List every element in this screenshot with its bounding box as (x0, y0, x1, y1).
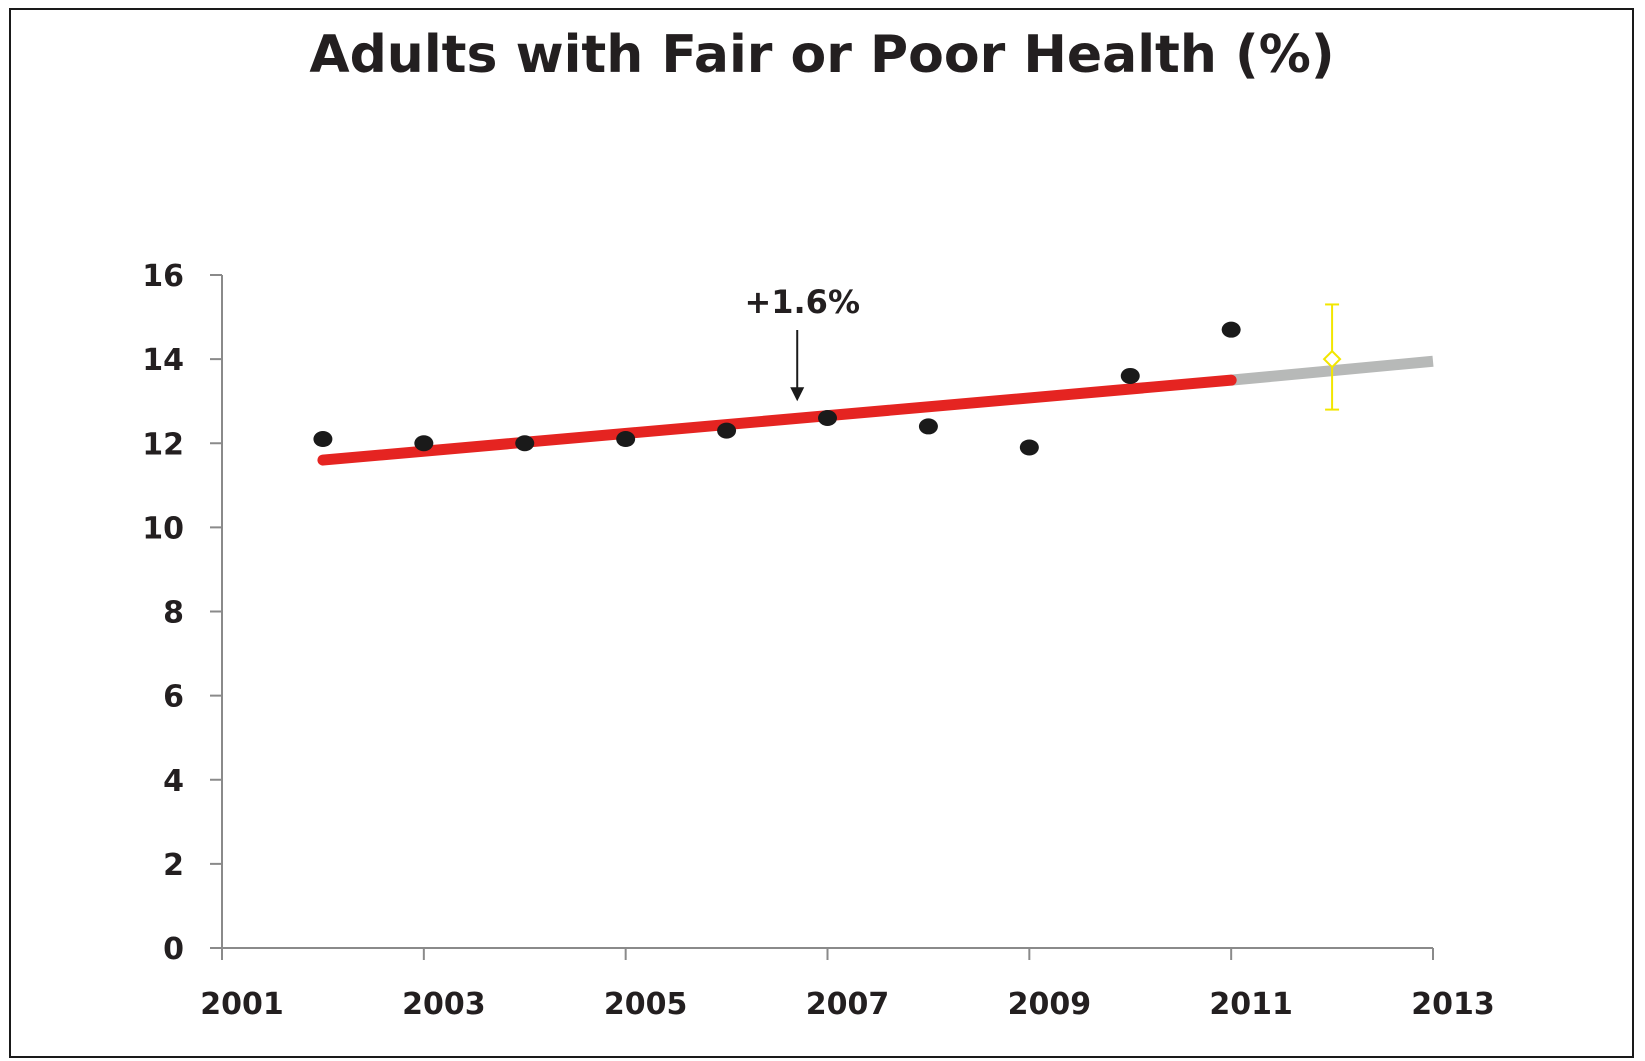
x-tick-label: 2009 (1008, 987, 1092, 1022)
data-point (918, 418, 938, 435)
x-tick-label: 2007 (806, 987, 890, 1022)
y-tick-label: 4 (163, 764, 184, 799)
annotations: +1.6% (744, 283, 1342, 411)
chart-frame (9, 8, 1634, 1058)
data-point (1120, 367, 1140, 384)
data-point (1019, 439, 1039, 456)
data-point (616, 431, 636, 448)
annotation-label: +1.6% (744, 283, 860, 321)
chart-title: Adults with Fair or Poor Health (%) (309, 25, 1334, 85)
y-tick-label: 2 (163, 848, 184, 883)
data-point (515, 435, 535, 452)
x-tick-label: 2003 (402, 987, 486, 1022)
y-tick-label: 12 (142, 427, 184, 462)
y-tick-label: 10 (142, 511, 184, 546)
annotation-arrow-head (790, 387, 805, 402)
y-tick-label: 16 (142, 259, 184, 294)
axes: 0 2 4 6 8 10 12 14 16 2001 2003 2005 2007 2009 2011 201… (142, 259, 1495, 1022)
y-tick-label: 8 (163, 596, 184, 631)
x-tick-label: 2005 (604, 987, 688, 1022)
y-tick-label: 14 (142, 343, 184, 378)
y-tick-label: 6 (163, 680, 184, 715)
data-point (414, 435, 434, 452)
data-point (818, 410, 837, 427)
projected-point (1322, 349, 1342, 369)
x-tick-label: 2001 (200, 987, 284, 1022)
data-point (1221, 321, 1241, 338)
data-point (717, 422, 737, 439)
trend-lines (317, 355, 1434, 466)
x-tick-label: 2011 (1209, 987, 1293, 1022)
trend-line (317, 374, 1237, 466)
y-tick-label: 0 (163, 932, 184, 967)
x-tick-label: 2013 (1411, 987, 1495, 1022)
data-point (313, 431, 333, 448)
data-points (313, 321, 1241, 456)
